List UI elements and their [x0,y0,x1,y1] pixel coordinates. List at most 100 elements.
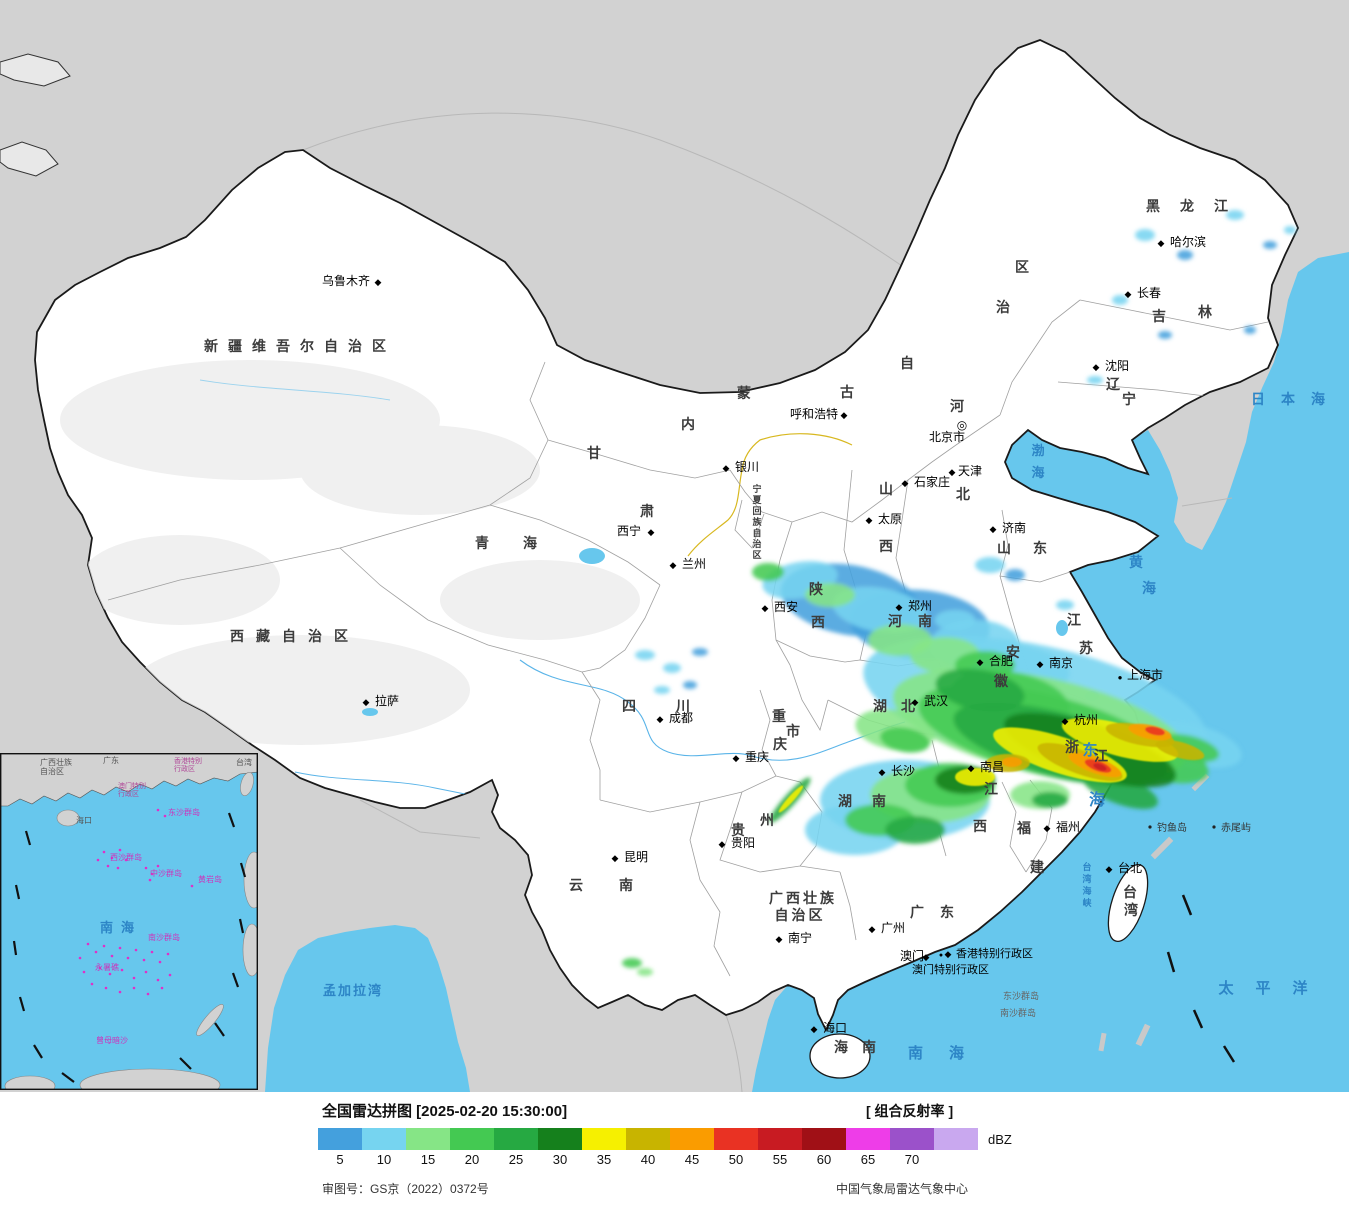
radar-echo [1155,739,1205,761]
island-label: 钓鱼岛 [1157,821,1187,834]
legend-tick-label: 55 [772,1152,788,1167]
legend-color-cell [714,1128,758,1150]
city-marker: ◆ [670,560,677,570]
province-label: 河 [950,398,964,414]
credit-label: 中国气象局雷达气象中心 [836,1182,969,1196]
radar-echo [955,768,995,786]
city-label: 拉萨 [375,693,399,708]
province-label: 自 [900,355,914,371]
city-marker: ◆ [762,603,769,613]
legend-tick-label: 40 [640,1152,656,1167]
inset-label: 广东 [103,755,119,765]
inset-label: 西沙群岛 [110,852,142,862]
radar-echo [654,686,670,694]
legend-color-cell [890,1128,934,1150]
legend-tick-label: 60 [816,1152,832,1167]
radar-echo [880,727,930,753]
inset-island-dot [102,944,106,948]
inset-island-dot [142,958,146,962]
legend-color-cell [538,1128,582,1150]
terrain-shading [60,360,640,745]
legend-tick-label: 30 [552,1152,568,1167]
province-label: 区 [752,550,761,560]
inset-island-dot [163,814,167,818]
province-label: 区 [1015,259,1029,275]
city-marker: ◆ [648,527,655,537]
radar-echo [1135,229,1155,241]
radar-echo [1056,600,1074,610]
province-label: 宁 [752,483,761,494]
province-label: 林 [1198,304,1212,320]
radar-echo [1158,331,1172,339]
city-marker: ◆ [723,463,730,473]
inset-island-dot [150,872,154,876]
city-marker: ◆ [968,763,975,773]
inset-island-dot [156,864,160,868]
map-title: 全国雷达拼图 [2025-02-20 15:30:00] [322,1103,568,1120]
province-label: 自 [752,527,761,538]
sea-label: 黄 [1129,554,1143,570]
city-label: 天津 [958,464,982,478]
radar-echo [1032,792,1068,808]
city-marker: ◆ [776,934,783,944]
inset-island-dot [82,970,86,974]
foreign-lakes [0,53,71,177]
inset-label: 南沙群岛 [148,932,180,942]
province-label: 治 [996,299,1010,315]
inset-island-dot [144,970,148,974]
legend-tick-label: 65 [860,1152,876,1167]
province-label: 湾 [1124,902,1138,918]
province-label: 江 [1067,612,1081,628]
inset-island-dot [158,960,162,964]
province-label: 陕 [809,581,823,597]
legend-color-cell [670,1128,714,1150]
city-label: 澳门 [900,948,924,963]
city-label: 乌鲁木齐 [322,273,370,288]
city-label: 长沙 [891,764,915,778]
legend-area: 全国雷达拼图 [2025-02-20 15:30:00] [ 组合反射率 ] d… [0,1092,1349,1208]
province-label: 西 [879,538,893,554]
inset-label: 香港特别 [174,756,202,765]
city-marker: ◆ [1037,659,1044,669]
city-marker: ◆ [363,697,370,707]
province-label: 蒙 [737,385,751,401]
inset-island-dot [116,866,120,870]
province-label: 吉 [1152,308,1166,324]
radar-echo [1093,763,1107,771]
sea-label: 海 [1031,465,1044,480]
city-marker: ◆ [879,767,886,777]
province-label: 州 [759,812,774,828]
city-label: 澳门特别行政区 [912,962,989,976]
city-marker: ◆ [1125,289,1132,299]
radar-echo [1002,757,1022,767]
city-label: 沈阳 [1105,358,1129,373]
province-label: 回 [752,506,761,516]
radar-echo [622,958,642,968]
province-label: 福 [1016,820,1031,836]
radar-echo [1263,241,1277,249]
province-label: 西 [811,614,825,630]
foreign-borders [302,112,1233,1092]
province-label: 浙 [1065,739,1079,755]
province-label: 新疆维吾尔自治区 [204,338,396,354]
sea-label: 台 [1082,861,1091,872]
inset-island-dot [132,976,136,980]
inset-island-dot [78,956,82,960]
city-marker: ◆ [869,924,876,934]
legend-color-cell [318,1128,362,1150]
city-marker: ◆ [949,467,956,477]
island-label: 南沙群岛 [1000,1007,1036,1018]
inset-label: 南海 [100,920,142,935]
capital-marker: ● [1118,673,1123,682]
legend-colorbar [318,1128,978,1150]
inset-island-dot [146,992,150,996]
radar-echo [1244,326,1256,334]
province-label: 湖南 [838,793,906,809]
city-label: 西宁 [617,523,641,538]
province-label: 山 [879,481,893,497]
radar-echo [1112,295,1128,305]
province-label: 古 [840,384,854,400]
legend-unit: dBZ [988,1132,1012,1147]
